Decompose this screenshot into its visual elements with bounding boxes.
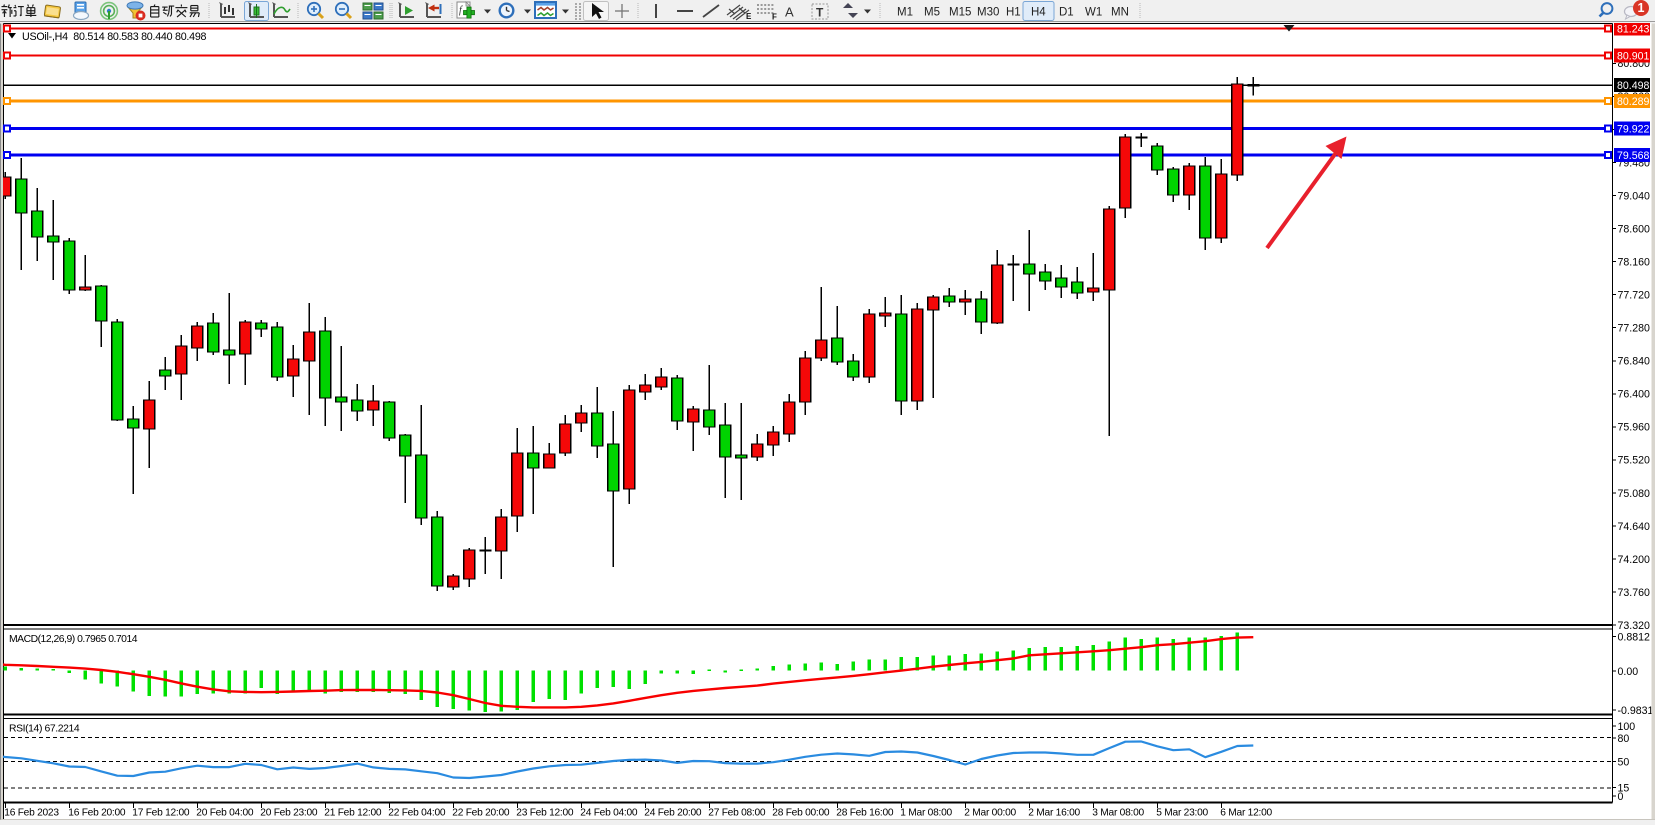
svg-text:5 Mar 23:00: 5 Mar 23:00	[1156, 808, 1208, 819]
svg-text:50: 50	[1618, 756, 1630, 768]
svg-text:80.901: 80.901	[1617, 51, 1650, 63]
svg-text:21 Feb 12:00: 21 Feb 12:00	[324, 808, 382, 819]
svg-text:24 Feb 20:00: 24 Feb 20:00	[644, 808, 702, 819]
svg-text:79.922: 79.922	[1617, 124, 1650, 136]
svg-text:1: 1	[1638, 1, 1645, 15]
svg-text:T: T	[816, 6, 824, 20]
svg-text:76.840: 76.840	[1618, 356, 1651, 368]
svg-text:20 Feb 23:00: 20 Feb 23:00	[260, 808, 318, 819]
svg-text:2 Mar 16:00: 2 Mar 16:00	[1028, 808, 1080, 819]
svg-text:28 Feb 00:00: 28 Feb 00:00	[772, 808, 830, 819]
svg-text:17 Feb 12:00: 17 Feb 12:00	[132, 808, 190, 819]
svg-text:20 Feb 04:00: 20 Feb 04:00	[196, 808, 254, 819]
svg-text:f: f	[459, 5, 463, 16]
svg-text:75.960: 75.960	[1618, 422, 1651, 434]
svg-text:M15: M15	[949, 7, 971, 19]
svg-text:28 Feb 16:00: 28 Feb 16:00	[836, 808, 894, 819]
svg-text:23 Feb 12:00: 23 Feb 12:00	[516, 808, 574, 819]
svg-text:24 Feb 04:00: 24 Feb 04:00	[580, 808, 638, 819]
svg-text:USOil-,H4 80.514 80.583 80.44: USOil-,H4 80.514 80.583 80.440 80.498	[22, 31, 207, 43]
svg-text:W1: W1	[1085, 7, 1102, 19]
svg-text:100: 100	[1618, 721, 1636, 733]
svg-text:M5: M5	[924, 7, 940, 19]
svg-text:79.568: 79.568	[1617, 150, 1650, 162]
svg-text:78.160: 78.160	[1618, 256, 1651, 268]
svg-text:77.280: 77.280	[1618, 323, 1651, 335]
svg-text:79.040: 79.040	[1618, 190, 1651, 202]
svg-text:16 Feb 2023: 16 Feb 2023	[4, 808, 59, 819]
svg-text:0: 0	[1618, 791, 1624, 803]
svg-text:81.243: 81.243	[1617, 24, 1650, 36]
svg-text:80.289: 80.289	[1617, 96, 1650, 108]
svg-text:73.760: 73.760	[1618, 587, 1651, 599]
svg-text:74.640: 74.640	[1618, 521, 1651, 533]
svg-text:A: A	[785, 5, 794, 20]
svg-text:27 Feb 08:00: 27 Feb 08:00	[708, 808, 766, 819]
svg-text:80: 80	[1618, 733, 1630, 745]
svg-text:22 Feb 04:00: 22 Feb 04:00	[388, 808, 446, 819]
svg-text:22 Feb 20:00: 22 Feb 20:00	[452, 808, 510, 819]
svg-text:MN: MN	[1111, 7, 1129, 19]
svg-text:77.720: 77.720	[1618, 289, 1651, 301]
svg-text:0.00: 0.00	[1618, 666, 1639, 678]
svg-text:78.600: 78.600	[1618, 223, 1651, 235]
svg-text:RSI(14) 67.2214: RSI(14) 67.2214	[9, 724, 80, 735]
svg-text:75.520: 75.520	[1618, 455, 1651, 467]
svg-text:E: E	[746, 12, 752, 21]
svg-text:M1: M1	[897, 7, 913, 19]
svg-text:1 Mar 08:00: 1 Mar 08:00	[900, 808, 952, 819]
svg-text:H4: H4	[1031, 7, 1046, 19]
svg-text:75.080: 75.080	[1618, 488, 1651, 500]
svg-text:73.320: 73.320	[1618, 620, 1651, 632]
svg-text:3 Mar 08:00: 3 Mar 08:00	[1092, 808, 1144, 819]
svg-text:MACD(12,26,9) 0.7965 0.7014: MACD(12,26,9) 0.7965 0.7014	[9, 634, 138, 645]
svg-text:H1: H1	[1006, 7, 1021, 19]
svg-text:15: 15	[1618, 782, 1630, 794]
svg-text:M30: M30	[977, 7, 999, 19]
svg-text:80.498: 80.498	[1617, 80, 1650, 92]
svg-text:76.400: 76.400	[1618, 389, 1651, 401]
svg-text:F: F	[772, 13, 777, 22]
svg-text:-0.9831: -0.9831	[1618, 705, 1654, 717]
svg-text:2 Mar 00:00: 2 Mar 00:00	[964, 808, 1016, 819]
svg-text:16 Feb 20:00: 16 Feb 20:00	[68, 808, 126, 819]
svg-text:6 Mar 12:00: 6 Mar 12:00	[1220, 808, 1272, 819]
svg-text:D1: D1	[1059, 7, 1074, 19]
svg-text:74.200: 74.200	[1618, 554, 1651, 566]
svg-text:0.8812: 0.8812	[1618, 631, 1651, 643]
